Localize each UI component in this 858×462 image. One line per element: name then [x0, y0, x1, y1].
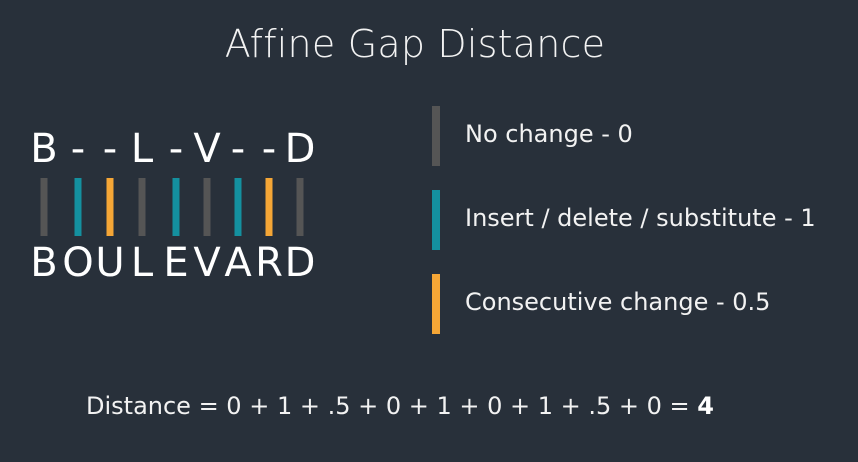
alignment-bar-change — [172, 178, 180, 236]
top-char-2: - — [70, 126, 86, 172]
aligned-sequence-top: B--L-V--D — [28, 124, 328, 174]
distance-formula: Distance = 0 + 1 + .5 + 0 + 1 + 0 + 1 + … — [0, 392, 800, 420]
legend: No change - 0 Insert / delete / substitut… — [432, 106, 852, 346]
alignment-bar-change — [74, 178, 82, 236]
distance-result: 4 — [697, 392, 714, 420]
legend-label-consecutive: Consecutive change - 0.5 — [465, 288, 771, 316]
bottom-char-6: V — [193, 240, 221, 286]
top-char-5: - — [168, 126, 184, 172]
top-char-3: - — [102, 126, 118, 172]
legend-item-change: Insert / delete / substitute - 1 — [432, 190, 852, 252]
bottom-char-3: U — [95, 240, 125, 286]
bottom-char-9: D — [284, 240, 316, 286]
alignment-bar-none — [203, 178, 211, 236]
bottom-char-4: L — [130, 240, 154, 286]
legend-swatch-change — [432, 190, 440, 250]
distance-formula-text: Distance = 0 + 1 + .5 + 0 + 1 + 0 + 1 + … — [86, 392, 698, 420]
top-char-6: V — [193, 126, 221, 172]
top-char-4: L — [130, 126, 154, 172]
alignment-bar-none — [40, 178, 48, 236]
top-char-1: B — [30, 126, 58, 172]
bottom-char-7: A — [224, 240, 252, 286]
alignment-bar-none — [138, 178, 146, 236]
bottom-char-1: B — [30, 240, 58, 286]
legend-item-consecutive: Consecutive change - 0.5 — [432, 274, 852, 336]
legend-label-change: Insert / delete / substitute - 1 — [465, 204, 816, 232]
bottom-char-8: R — [255, 240, 283, 286]
alignment-bar-none — [296, 178, 304, 236]
alignment-bars — [28, 178, 328, 238]
bottom-char-5: E — [163, 240, 189, 286]
legend-label-none: No change - 0 — [465, 120, 633, 148]
alignment-bar-change — [234, 178, 242, 236]
alignment-bar-consecutive — [265, 178, 273, 236]
legend-item-none: No change - 0 — [432, 106, 852, 168]
alignment-bar-consecutive — [106, 178, 114, 236]
legend-swatch-consecutive — [432, 274, 440, 334]
top-char-8: - — [261, 126, 277, 172]
bottom-char-2: O — [62, 240, 94, 286]
top-char-7: - — [230, 126, 246, 172]
legend-swatch-none — [432, 106, 440, 166]
top-char-9: D — [284, 126, 316, 172]
diagram-title: Affine Gap Distance — [224, 22, 606, 66]
